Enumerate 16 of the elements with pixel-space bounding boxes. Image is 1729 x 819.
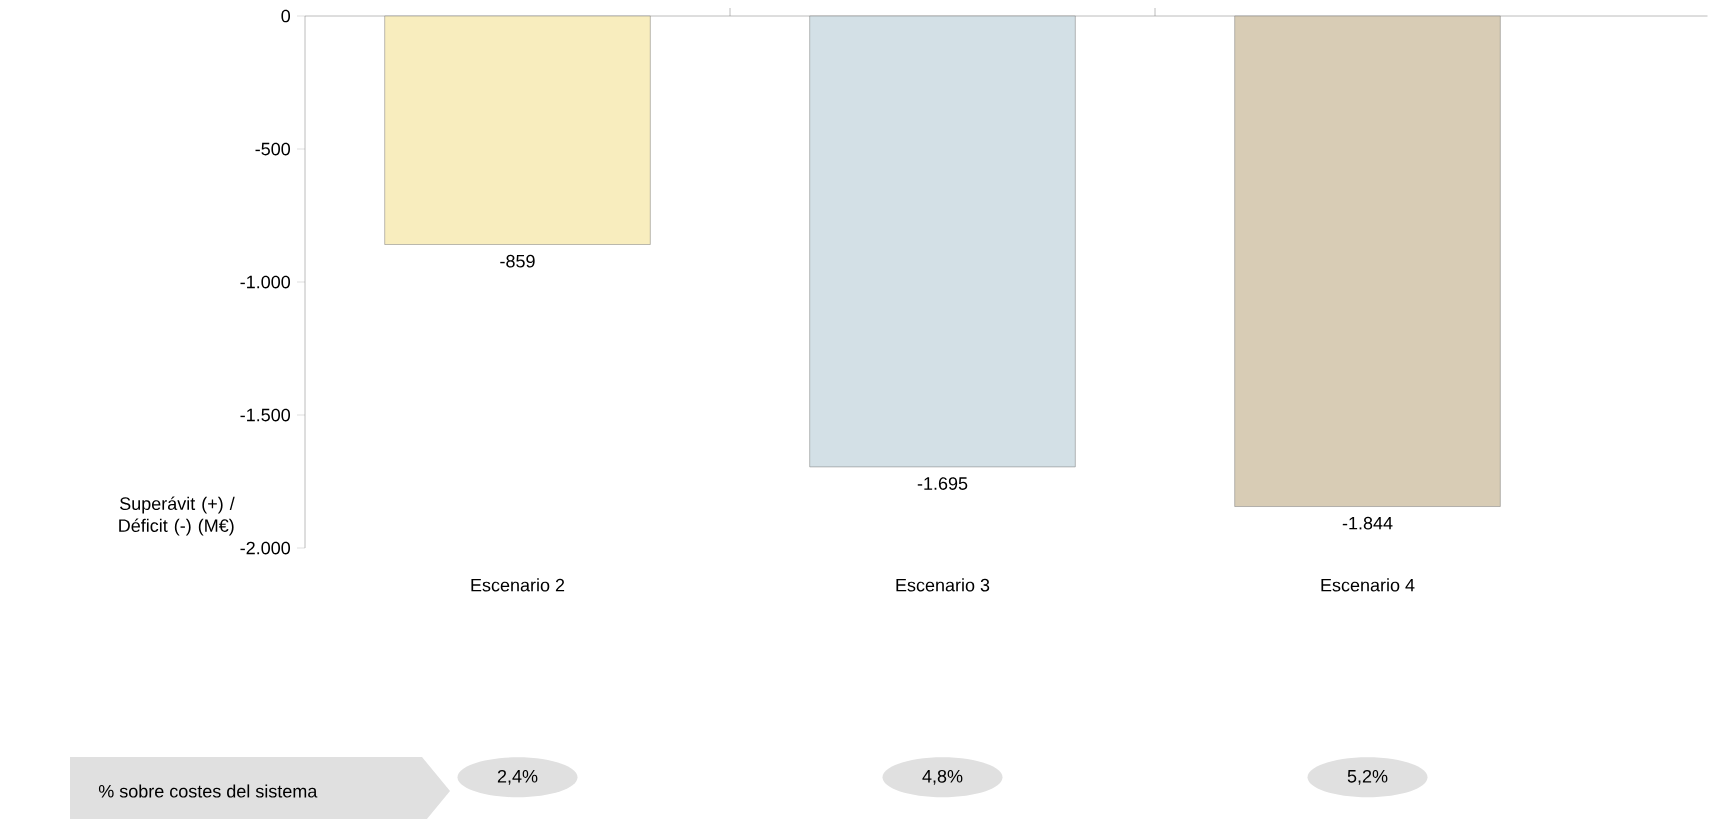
data-label: -1.695 [917,477,968,490]
y-tick-label: -2.000 [240,541,291,555]
text: 5,2% [1347,769,1388,785]
y-axis-title: Superávit (+) / Déficit (-) (M€) [119,496,235,536]
data-label: -859 [500,254,535,268]
data-label: -1.844 [1342,516,1393,530]
text: % sobre costes del sistema [98,784,318,798]
x-tick-label: Escenario 2 [471,578,565,592]
y-tick-label: -1.000 [240,275,291,289]
y-tick-label: -500 [255,142,291,156]
text: 2,4% [497,769,538,785]
y-tick-label: -1.500 [240,408,291,422]
x-tick-label: Escenario 4 [1321,578,1415,592]
x-tick-label: Escenario 3 [896,578,990,592]
y-tick-label: 0 [281,9,291,23]
text: 4,8% [922,769,963,785]
